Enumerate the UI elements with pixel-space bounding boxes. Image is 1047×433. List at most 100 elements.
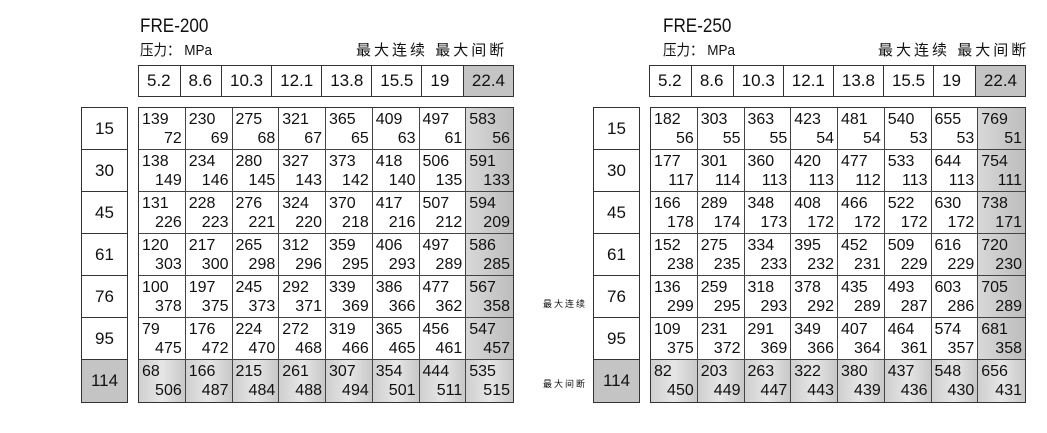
table-cell: 245 373 <box>232 276 280 318</box>
table-cell: 263 447 <box>744 360 792 402</box>
table-cell: 497 61 <box>419 108 467 150</box>
cell-top-value: 176 <box>188 320 216 338</box>
cell-bottom-value: 55 <box>769 129 788 147</box>
cell-bottom-value: 361 <box>900 339 928 357</box>
cell-top-value: 82 <box>654 363 672 380</box>
cell-top-value: 100 <box>142 278 169 296</box>
cell-top-value: 535 <box>469 363 496 380</box>
cell-bottom-value: 358 <box>483 297 510 315</box>
cell-bottom-value: 372 <box>713 339 741 357</box>
table-cell: 82 450 <box>651 360 698 402</box>
cell-top-value: 406 <box>375 236 403 254</box>
table-cell: 616 229 <box>931 234 979 276</box>
cell-bottom-value: 465 <box>388 339 416 357</box>
cell-bottom-value: 174 <box>713 213 741 231</box>
legend-intermittent: 最大间断 <box>435 42 508 59</box>
cell-top-value: 359 <box>329 236 356 254</box>
flow-row-label: 76 <box>82 276 127 318</box>
table-cell: 280 145 <box>232 150 280 192</box>
cell-bottom-value: 173 <box>760 213 788 231</box>
cell-top-value: 131 <box>142 194 169 212</box>
cell-bottom-value: 378 <box>155 297 182 315</box>
table-cell: 234 146 <box>185 150 233 192</box>
flow-row-label: 15 <box>82 108 127 150</box>
cell-bottom-value: 285 <box>483 255 510 273</box>
cell-top-value: 327 <box>282 152 309 170</box>
cell-bottom-value: 111 <box>997 171 1022 189</box>
legend-continuous: 最大连续 <box>356 42 429 59</box>
cell-top-value: 616 <box>934 236 962 254</box>
cell-top-value: 464 <box>887 320 915 338</box>
cell-top-value: 769 <box>981 110 1008 128</box>
cell-bottom-value: 113 <box>948 171 975 189</box>
flow-row-labels: 15 30 45 61 76 95 114 <box>593 107 640 403</box>
table-cell: 567 358 <box>466 276 513 318</box>
table-cell: 409 63 <box>372 108 420 150</box>
table-cell: 176 472 <box>185 318 233 360</box>
cell-bottom-value: 232 <box>807 255 834 273</box>
cell-bottom-value: 67 <box>304 129 322 147</box>
cell-top-value: 586 <box>469 236 496 254</box>
cell-top-value: 720 <box>981 236 1008 254</box>
table-cell: 444 511 <box>419 360 467 402</box>
table-cell: 166 487 <box>185 360 233 402</box>
table-cell: 591 133 <box>466 150 513 192</box>
table-cell: 452 231 <box>838 234 885 276</box>
table-cell: 319 466 <box>326 318 373 360</box>
cell-bottom-value: 443 <box>807 382 834 399</box>
pressure-header-cell: 8.6 <box>692 66 734 96</box>
cell-bottom-value: 54 <box>816 129 834 147</box>
table-cell: 481 54 <box>838 108 885 150</box>
cell-top-value: 177 <box>654 152 681 170</box>
cell-bottom-value: 55 <box>722 129 741 147</box>
cell-top-value: 354 <box>375 363 403 380</box>
cell-top-value: 386 <box>375 278 403 296</box>
cell-top-value: 481 <box>841 110 868 128</box>
table-cell: 644 113 <box>931 150 979 192</box>
table-cell: 365 465 <box>372 318 420 360</box>
cell-bottom-value: 506 <box>155 382 182 399</box>
flow-row-label: 95 <box>82 318 127 360</box>
cell-top-value: 540 <box>887 110 915 128</box>
table-cell: 291 369 <box>744 318 792 360</box>
table-cell: 456 461 <box>419 318 467 360</box>
table-cell: 435 289 <box>838 276 885 318</box>
cell-top-value: 275 <box>235 110 263 128</box>
cell-bottom-value: 298 <box>248 255 276 273</box>
cell-top-value: 363 <box>747 110 775 128</box>
cell-bottom-value: 68 <box>257 129 276 147</box>
table-cell: 259 295 <box>697 276 745 318</box>
cell-bottom-value: 292 <box>807 297 834 315</box>
table-cell: 303 55 <box>697 108 745 150</box>
table-cell: 493 287 <box>884 276 932 318</box>
cell-bottom-value: 439 <box>854 382 881 399</box>
cell-top-value: 509 <box>887 236 915 254</box>
legend: 最大连续 最大间断 <box>356 39 507 60</box>
pressure-header: 5.2 8.6 10.3 12.1 13.8 15.5 19 22.4 <box>649 65 1026 97</box>
cell-top-value: 348 <box>747 194 775 212</box>
table-cell: 231 372 <box>697 318 745 360</box>
table-cell: 418 140 <box>372 150 420 192</box>
table-cell: 630 172 <box>931 192 979 234</box>
table-cell: 466 172 <box>838 192 885 234</box>
pressure-header-cell: 5.2 <box>139 66 181 96</box>
table-cell: 705 289 <box>978 276 1025 318</box>
cell-bottom-value: 231 <box>854 255 881 273</box>
table-cell: 423 54 <box>791 108 838 150</box>
table-cell: 301 114 <box>697 150 745 192</box>
cell-bottom-value: 178 <box>667 213 694 231</box>
pressure-header-cell: 15.5 <box>372 66 423 96</box>
cell-top-value: 420 <box>794 152 821 170</box>
cell-bottom-value: 362 <box>435 297 463 315</box>
cell-top-value: 655 <box>934 110 962 128</box>
table-cell: 540 53 <box>884 108 932 150</box>
table-cell: 407 364 <box>838 318 885 360</box>
table-cell: 408 172 <box>791 192 838 234</box>
cell-top-value: 644 <box>934 152 962 170</box>
cell-top-value: 477 <box>841 152 868 170</box>
table-cell: 182 56 <box>651 108 698 150</box>
cell-bottom-value: 358 <box>995 339 1022 357</box>
cell-top-value: 166 <box>654 194 681 212</box>
cell-top-value: 138 <box>142 152 169 170</box>
cell-top-value: 437 <box>887 363 915 380</box>
